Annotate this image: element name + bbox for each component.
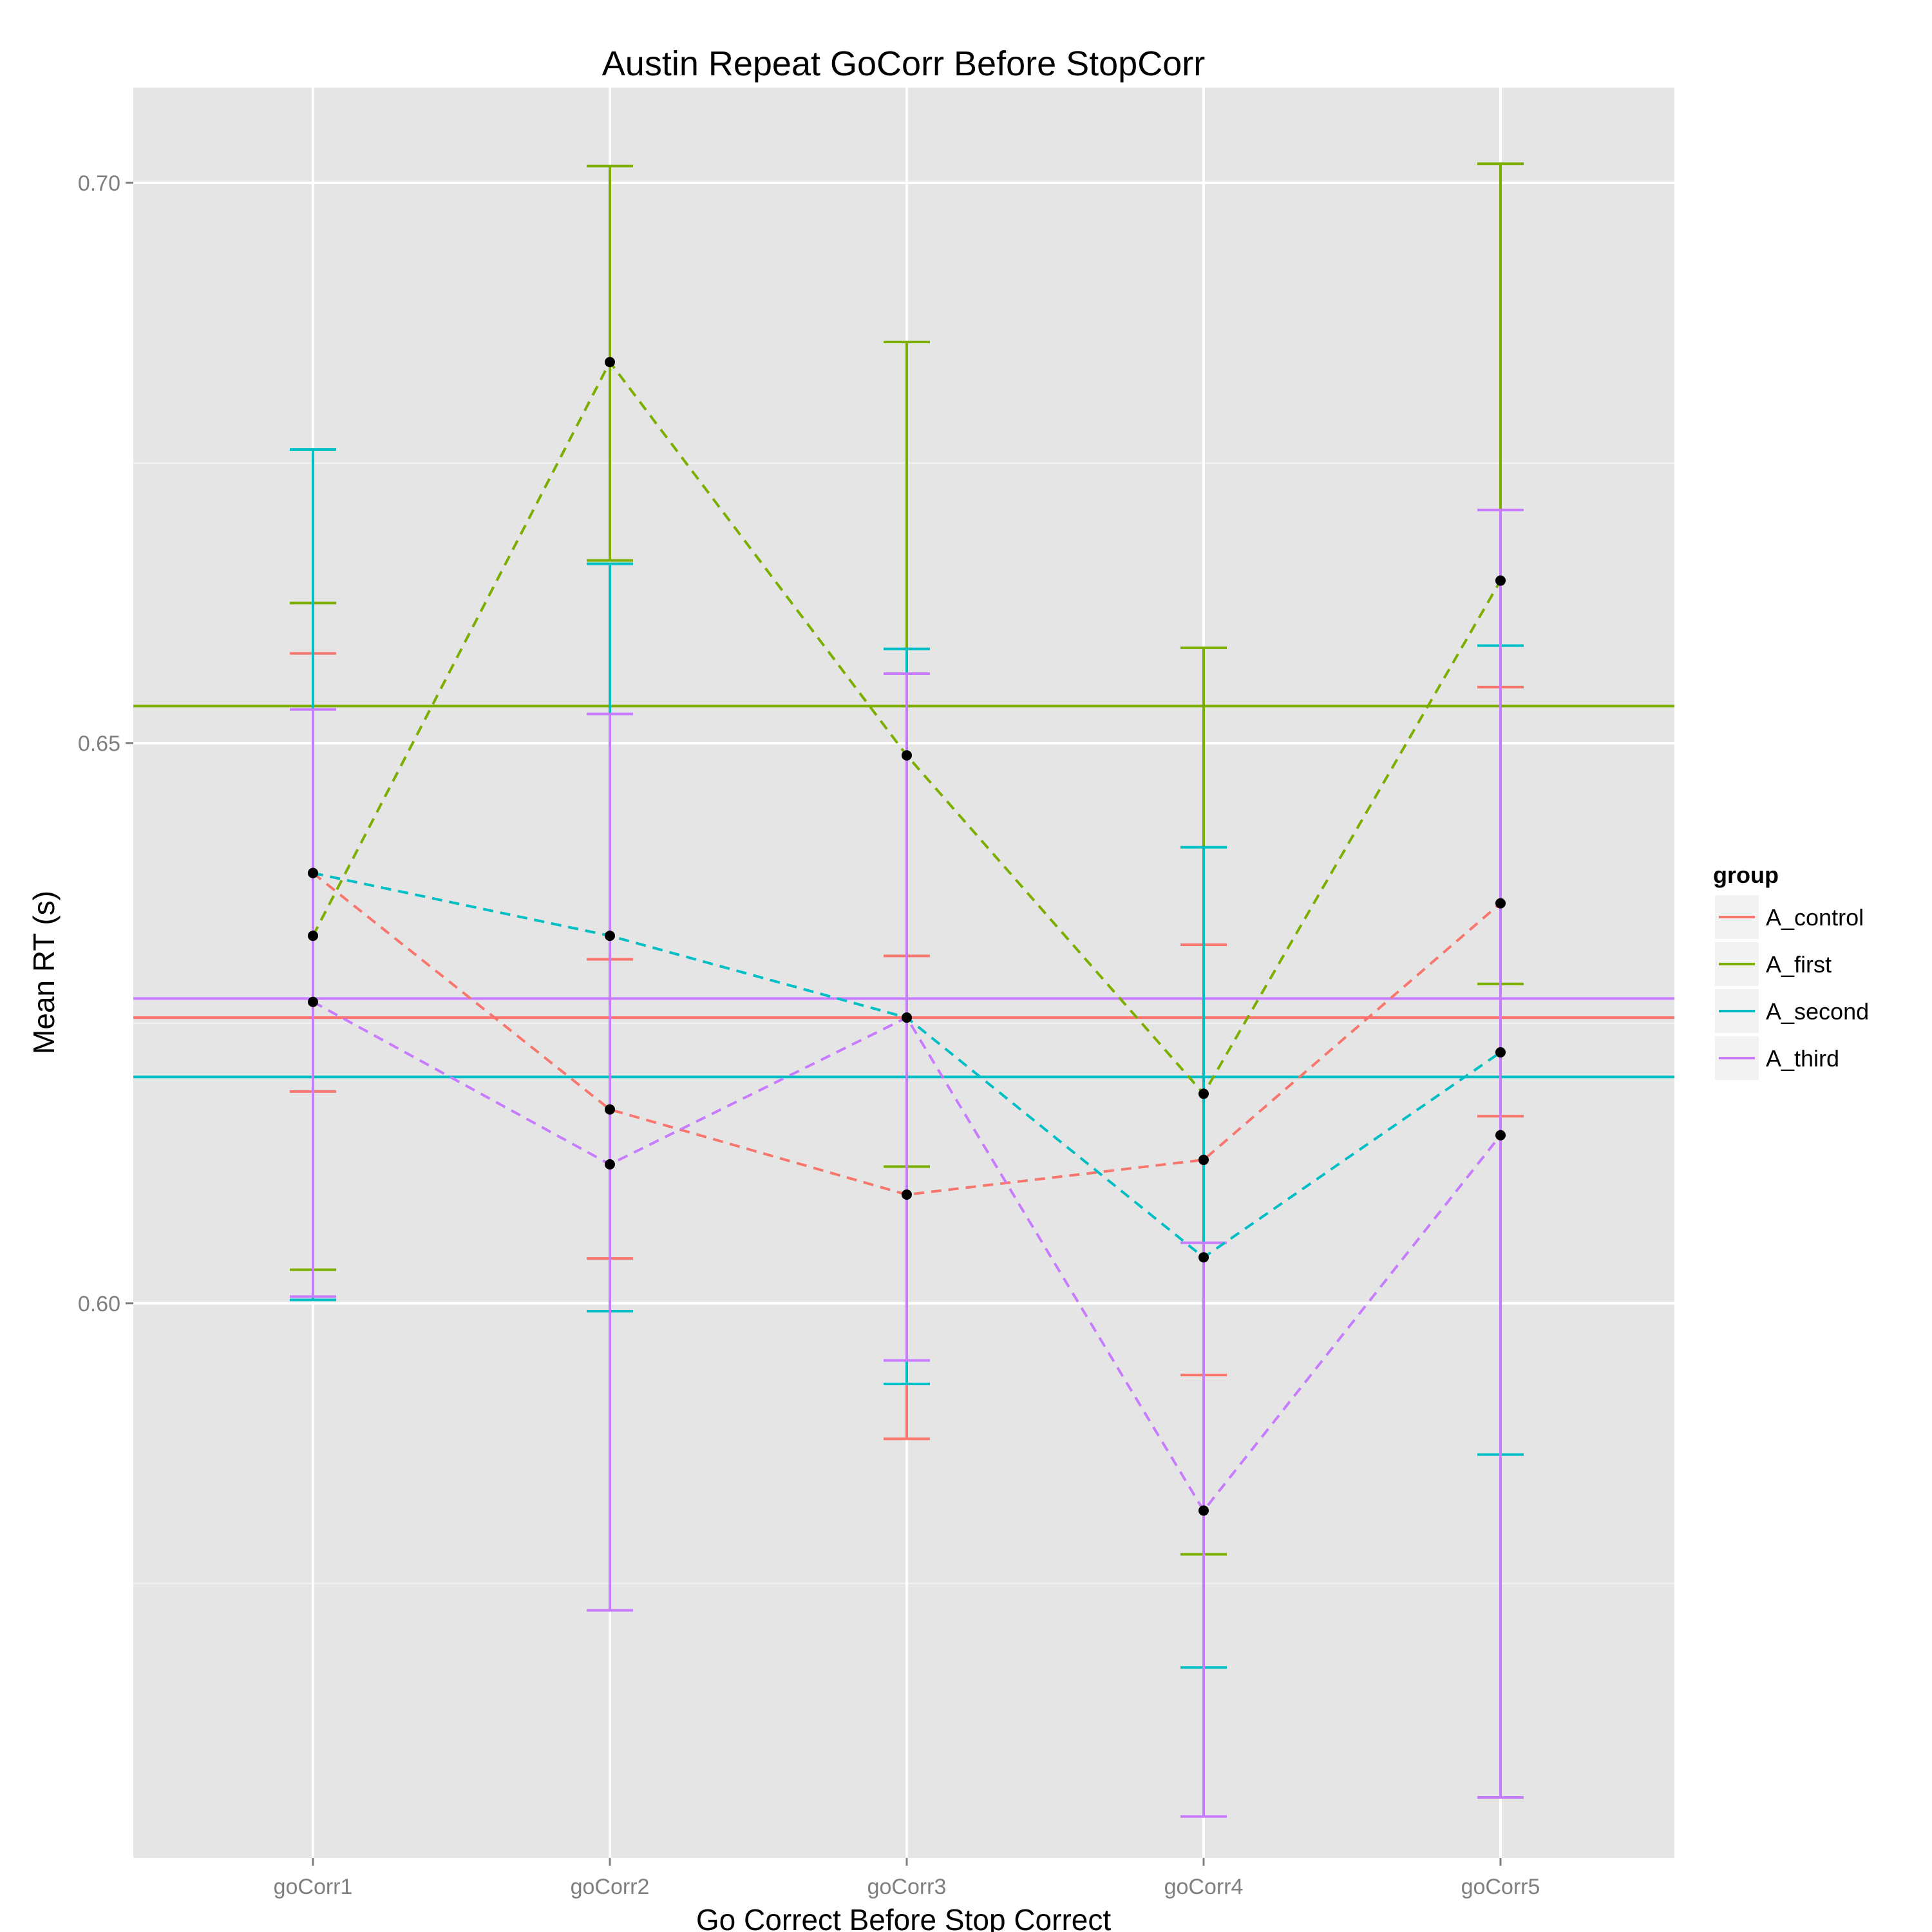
x-tick-label: goCorr5	[1461, 1875, 1540, 1899]
data-point-A_control	[902, 1189, 912, 1200]
error-bar-A_third	[1180, 1241, 1227, 1818]
legend-item-A_first: A_first	[1715, 942, 1832, 986]
x-tick-label: goCorr2	[571, 1875, 650, 1899]
legend-label-A_third: A_third	[1766, 1045, 1839, 1072]
legend-label-A_second: A_second	[1766, 998, 1869, 1025]
legend-title: group	[1713, 862, 1779, 888]
y-tick-label: 0.60	[78, 1292, 120, 1316]
data-point-A_control	[605, 1104, 615, 1115]
data-point-A_second	[605, 931, 615, 942]
data-point-A_third	[1198, 1505, 1209, 1516]
reference-lines	[133, 705, 1674, 1079]
x-tick-label: goCorr1	[274, 1875, 353, 1899]
y-tick-label: 0.65	[78, 732, 120, 756]
y-axis-title: Mean RT (s)	[27, 891, 61, 1054]
legend-label-A_control: A_control	[1766, 904, 1864, 931]
data-points	[308, 357, 1506, 1516]
x-tick-label: goCorr4	[1164, 1875, 1244, 1899]
data-point-A_second	[308, 867, 318, 878]
data-point-A_third	[1495, 1130, 1506, 1141]
y-axis: 0.60 0.65 0.70	[78, 171, 133, 1316]
data-point-A_first	[605, 357, 615, 368]
legend-item-A_control: A_control	[1715, 895, 1864, 939]
data-point-A_control	[1198, 1155, 1209, 1166]
legend-item-A_second: A_second	[1715, 989, 1869, 1033]
x-axis: goCorr1 goCorr2 goCorr3 goCorr4 goCorr5	[274, 1858, 1540, 1899]
data-point-A_second	[1198, 1252, 1209, 1263]
data-point-A_third	[308, 996, 318, 1007]
data-point-A_third	[902, 1012, 912, 1023]
data-point-A_control	[1495, 898, 1506, 909]
x-axis-title: Go Correct Before Stop Correct	[696, 1903, 1111, 1932]
data-point-A_first	[1495, 575, 1506, 586]
legend-label-A_first: A_first	[1766, 951, 1832, 978]
chart-title: Austin Repeat GoCorr Before StopCorr	[602, 44, 1205, 83]
error-bar-A_third	[1477, 508, 1524, 1799]
legend: group A_control A_first A_second A_third	[1713, 862, 1869, 1080]
data-point-A_first	[1198, 1088, 1209, 1099]
y-tick-label: 0.70	[78, 171, 120, 196]
data-point-A_first	[902, 750, 912, 761]
legend-item-A_third: A_third	[1715, 1036, 1839, 1080]
x-tick-label: goCorr3	[867, 1875, 947, 1899]
data-point-A_second	[1495, 1047, 1506, 1058]
plot-panel	[133, 88, 1674, 1858]
data-point-A_third	[605, 1159, 615, 1170]
data-point-A_first	[308, 931, 318, 942]
